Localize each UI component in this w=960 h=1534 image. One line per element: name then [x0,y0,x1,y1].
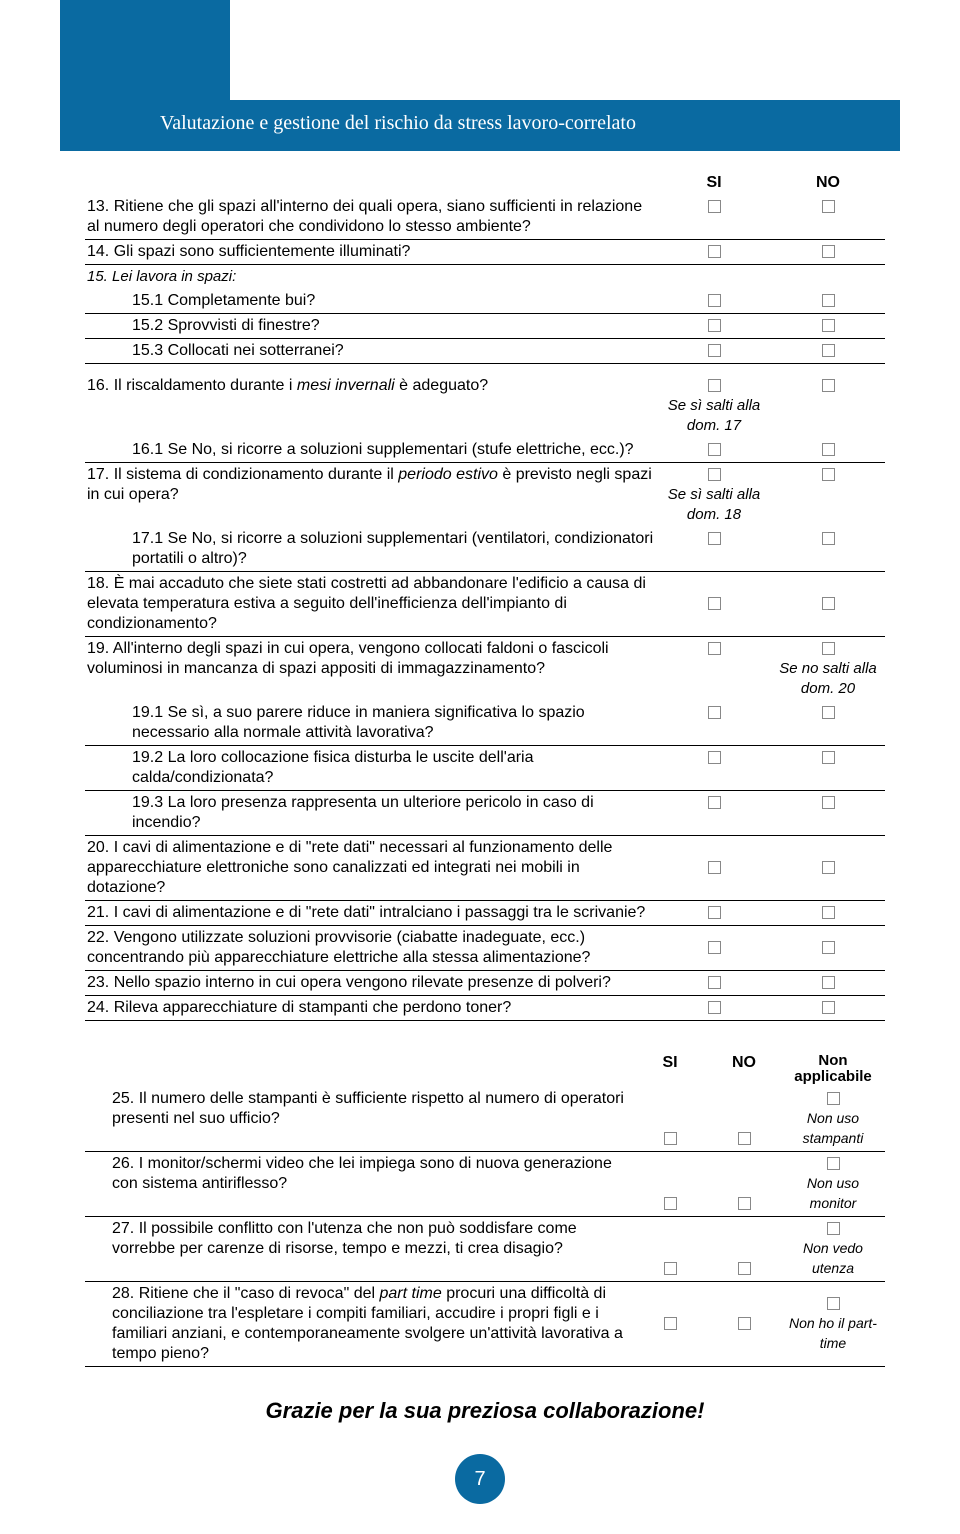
q18-si-checkbox[interactable] [708,597,721,610]
q15-text: 15. Lei lavora in spazi: [87,268,236,285]
q20-si-checkbox[interactable] [708,861,721,874]
q25-na-checkbox[interactable] [827,1092,840,1105]
q17-1-text: 17.1 Se No, si ricorre a soluzioni suppl… [87,529,655,569]
q15-2-text: 15.2 Sprovvisti di finestre? [87,316,655,336]
q16-1-text: 16.1 Se No, si ricorre a soluzioni suppl… [87,440,655,460]
banner-title: Valutazione e gestione del rischio da st… [60,100,900,151]
q23-si-checkbox[interactable] [708,976,721,989]
q28-na-label: Non ho il part-time [789,1315,877,1351]
questions-table-2: SI NO Non applicabile 25. Il numero dell… [85,1051,885,1367]
q19-text: 19. All'interno degli spazi in cui opera… [85,637,657,702]
q26-no-checkbox[interactable] [738,1197,751,1210]
q18-text: 18. È mai accaduto che siete stati costr… [85,572,657,637]
q19-1-no-checkbox[interactable] [822,706,835,719]
q17-1-no-checkbox[interactable] [822,532,835,545]
col2-header-na: Non applicabile [781,1051,885,1087]
q25-text: 25. Il numero delle stampanti è sufficie… [87,1089,631,1129]
q15-1-text: 15.1 Completamente bui? [87,291,655,311]
q15-1-si-checkbox[interactable] [708,294,721,307]
q26-si-checkbox[interactable] [664,1197,677,1210]
q16-si-checkbox[interactable] [708,379,721,392]
q20-text: 20. I cavi di alimentazione e di "rete d… [85,836,657,901]
q23-no-checkbox[interactable] [822,976,835,989]
q14-no-checkbox[interactable] [822,245,835,258]
questions-table-1: SI NO 13. Ritiene che gli spazi all'inte… [85,171,885,1021]
q19-2-no-checkbox[interactable] [822,751,835,764]
q16-text: 16. Il riscaldamento durante i mesi inve… [87,377,488,394]
q19-3-text: 19.3 La loro presenza rappresenta un ult… [87,793,655,833]
q13-text: 13. Ritiene che gli spazi all'interno de… [85,195,657,240]
q15-3-si-checkbox[interactable] [708,344,721,357]
q15-3-no-checkbox[interactable] [822,344,835,357]
q27-na-label: Non vedo utenza [803,1240,863,1276]
header-tab [60,0,230,100]
q22-text: 22. Vengono utilizzate soluzioni provvis… [85,926,657,971]
q25-si-checkbox[interactable] [664,1132,677,1145]
q21-no-checkbox[interactable] [822,906,835,919]
q21-si-checkbox[interactable] [708,906,721,919]
col-header-no: NO [771,171,885,195]
q28-no-checkbox[interactable] [738,1317,751,1330]
q22-si-checkbox[interactable] [708,941,721,954]
q15-2-si-checkbox[interactable] [708,319,721,332]
q19-2-text: 19.2 La loro collocazione fisica disturb… [87,748,655,788]
q26-na-checkbox[interactable] [827,1157,840,1170]
q19-1-si-checkbox[interactable] [708,706,721,719]
q24-no-checkbox[interactable] [822,1001,835,1014]
q24-text: 24. Rileva apparecchiature di stampanti … [85,996,657,1021]
q16-no-checkbox[interactable] [822,379,835,392]
col2-header-no: NO [707,1051,781,1087]
q16-1-no-checkbox[interactable] [822,443,835,456]
q28-si-checkbox[interactable] [664,1317,677,1330]
q23-text: 23. Nello spazio interno in cui opera ve… [85,971,657,996]
q19-no-checkbox[interactable] [822,642,835,655]
q15-2-no-checkbox[interactable] [822,319,835,332]
q21-text: 21. I cavi di alimentazione e di "rete d… [85,901,657,926]
page-number: 7 [455,1454,505,1504]
q19-1-text: 19.1 Se sì, a suo parere riduce in manie… [87,703,655,743]
thanks-text: Grazie per la sua preziosa collaborazion… [85,1397,885,1425]
col2-header-si: SI [633,1051,707,1087]
q14-si-checkbox[interactable] [708,245,721,258]
q16-1-si-checkbox[interactable] [708,443,721,456]
q17-note: Se sì salti alla dom. 18 [668,486,761,523]
q28-na-checkbox[interactable] [827,1297,840,1310]
q20-no-checkbox[interactable] [822,861,835,874]
q19-2-si-checkbox[interactable] [708,751,721,764]
q15-1-no-checkbox[interactable] [822,294,835,307]
q27-text: 27. Il possibile conflitto con l'utenza … [87,1219,631,1259]
q22-no-checkbox[interactable] [822,941,835,954]
q19-note: Se no salti alla dom. 20 [779,660,877,697]
q16-note: Se sì salti alla dom. 17 [668,397,761,434]
q17-text: 17. Il sistema di condizionamento durant… [87,466,652,503]
q19-3-si-checkbox[interactable] [708,796,721,809]
q25-no-checkbox[interactable] [738,1132,751,1145]
q17-no-checkbox[interactable] [822,468,835,481]
q26-text: 26. I monitor/schermi video che lei impi… [87,1154,631,1194]
q19-3-no-checkbox[interactable] [822,796,835,809]
q24-si-checkbox[interactable] [708,1001,721,1014]
q13-si-checkbox[interactable] [708,200,721,213]
q14-text: 14. Gli spazi sono sufficientemente illu… [85,240,657,265]
q17-1-si-checkbox[interactable] [708,532,721,545]
q18-no-checkbox[interactable] [822,597,835,610]
q17-si-checkbox[interactable] [708,468,721,481]
q25-na-label: Non uso stampanti [803,1110,864,1146]
q27-si-checkbox[interactable] [664,1262,677,1275]
q19-si-checkbox[interactable] [708,642,721,655]
q26-na-label: Non uso monitor [807,1175,859,1211]
q28-text: 28. Ritiene che il "caso di revoca" del … [87,1284,631,1364]
q13-no-checkbox[interactable] [822,200,835,213]
q27-no-checkbox[interactable] [738,1262,751,1275]
q15-3-text: 15.3 Collocati nei sotterranei? [87,341,655,361]
col-header-si: SI [657,171,771,195]
q27-na-checkbox[interactable] [827,1222,840,1235]
